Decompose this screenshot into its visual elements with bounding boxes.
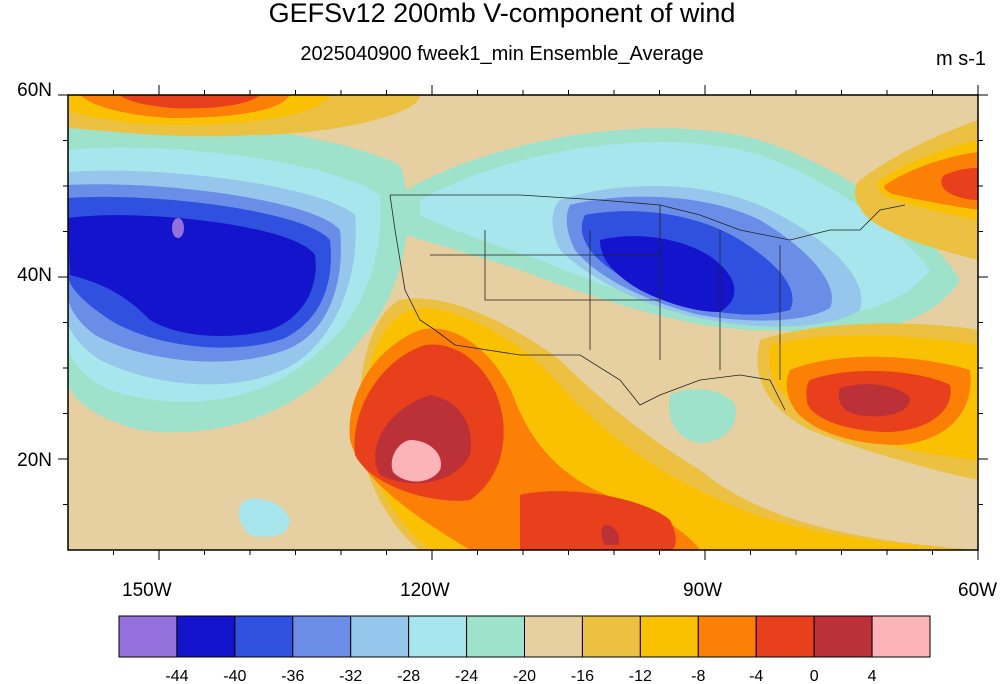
colorbar-swatch xyxy=(292,615,352,658)
colorbar-level-label: -20 xyxy=(513,668,536,684)
colorbar-swatch xyxy=(466,615,526,658)
colorbar-swatch xyxy=(176,615,236,658)
colorbar-swatch xyxy=(118,615,178,658)
colorbar-level-label: -16 xyxy=(571,668,594,684)
colorbar-level-label: -24 xyxy=(455,668,478,684)
colorbar-level-label: -8 xyxy=(691,668,705,684)
contour-0-southmexico xyxy=(601,525,620,545)
colorbar-swatch xyxy=(524,615,583,658)
lon-label-150w: 150W xyxy=(122,580,172,601)
lat-label-20n: 20N xyxy=(17,450,52,471)
contour-0-atlantic xyxy=(838,384,910,417)
contour-field xyxy=(68,95,978,550)
contour-4-baja xyxy=(391,440,441,482)
lon-label-60w: 60W xyxy=(958,580,998,601)
colorbar-swatch xyxy=(755,615,815,658)
colorbar-level-label: -28 xyxy=(397,668,420,684)
colorbar-swatch xyxy=(234,615,294,658)
contour-minus-4-southmexico xyxy=(520,491,676,550)
colorbar-swatch xyxy=(697,615,757,658)
colorbar-level-label: -12 xyxy=(629,668,652,684)
contour-minus-44-pacific xyxy=(68,215,316,336)
units-label: m s-1 xyxy=(936,48,986,70)
contour-minus-4-alaska xyxy=(120,95,260,109)
colorbar-swatch xyxy=(581,615,641,658)
contour-minus-28-hawaii xyxy=(238,498,290,537)
chart-subtitle: 2025040900 fweek1_min Ensemble_Average xyxy=(300,43,704,65)
axis-ticks xyxy=(58,85,988,560)
colorbar-level-label: -36 xyxy=(281,668,304,684)
colorbar-swatch xyxy=(639,615,699,658)
lon-label-120w: 120W xyxy=(400,580,450,601)
colorbar-swatch xyxy=(813,615,873,658)
colorbar-level-label: 0 xyxy=(810,668,819,684)
colorbar-level-label: 4 xyxy=(868,668,877,684)
lon-label-90w: 90W xyxy=(683,580,723,601)
lat-label-60n: 60N xyxy=(17,80,52,101)
colorbar-level-label: -40 xyxy=(223,668,246,684)
contour-minus-24-gulf xyxy=(669,389,736,443)
colorbar-level-label: -32 xyxy=(339,668,362,684)
colorbar-level-label: -44 xyxy=(165,668,188,684)
colorbar-swatch xyxy=(408,615,468,658)
colorbar-swatch xyxy=(871,615,931,658)
colorbar-level-label: -4 xyxy=(749,668,763,684)
contour-below-minus-44-pacific xyxy=(172,218,184,238)
coastline-borders xyxy=(389,194,906,411)
contour-minus-4-novascotia xyxy=(941,168,978,200)
lat-label-40n: 40N xyxy=(17,265,52,286)
chart-title: GEFSv12 200mb V-component of wind xyxy=(268,0,736,28)
colorbar-swatch xyxy=(350,615,410,658)
